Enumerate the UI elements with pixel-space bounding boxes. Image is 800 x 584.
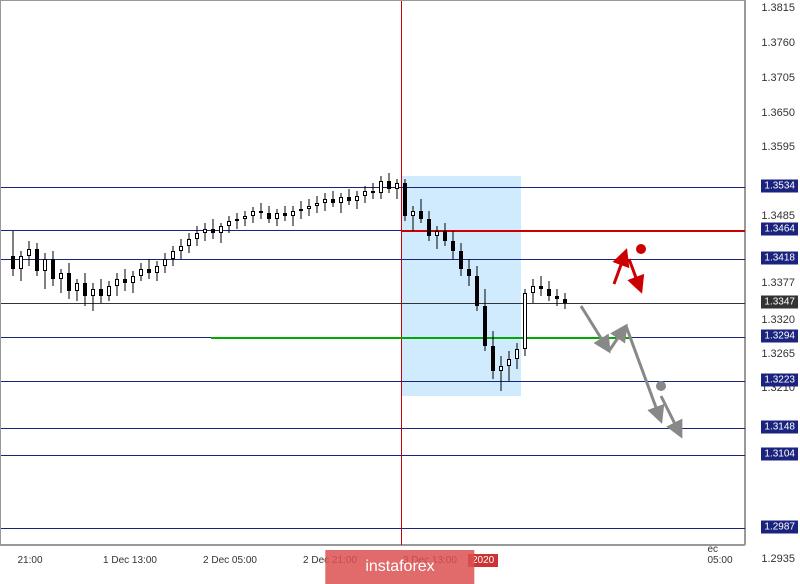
price-level-label: 1.2987 xyxy=(761,521,798,534)
price-level-label: 1.3347 xyxy=(761,296,798,309)
price-level-label: 1.3418 xyxy=(761,252,798,265)
y-axis-label: 1.2935 xyxy=(761,553,795,565)
price-level-label: 1.3104 xyxy=(761,448,798,461)
watermark: instaforex xyxy=(325,550,474,584)
y-axis-label: 1.3705 xyxy=(761,72,795,84)
candlestick-area xyxy=(1,1,746,546)
price-level-label: 1.3534 xyxy=(761,180,798,193)
x-axis-label: 1 Dec 13:00 xyxy=(103,555,157,566)
x-axis-label: 2 Dec 05:00 xyxy=(203,555,257,566)
chart-plot-area xyxy=(0,0,745,545)
price-level-label: 1.3223 xyxy=(761,374,798,387)
y-axis-label: 1.3320 xyxy=(761,314,795,326)
x-axis-label: 21:00 xyxy=(17,555,42,566)
y-axis-label: 1.3760 xyxy=(761,37,795,49)
x-axis-label: ec 05:00 xyxy=(707,544,732,566)
y-axis-label: 1.3595 xyxy=(761,141,795,153)
y-axis-label: 1.3485 xyxy=(761,210,795,222)
y-axis-label: 1.3650 xyxy=(761,107,795,119)
y-axis: 1.3815 1.3760 1.3705 1.3650 1.3595 1.3485 1.33… xyxy=(745,0,800,545)
price-level-label: 1.3464 xyxy=(761,223,798,236)
y-axis-label: 1.3815 xyxy=(761,2,795,14)
y-axis-label: 1.3265 xyxy=(761,348,795,360)
y-axis-label: 1.3377 xyxy=(761,277,795,289)
price-level-label: 1.3148 xyxy=(761,421,798,434)
price-level-label: 1.3294 xyxy=(761,330,798,343)
